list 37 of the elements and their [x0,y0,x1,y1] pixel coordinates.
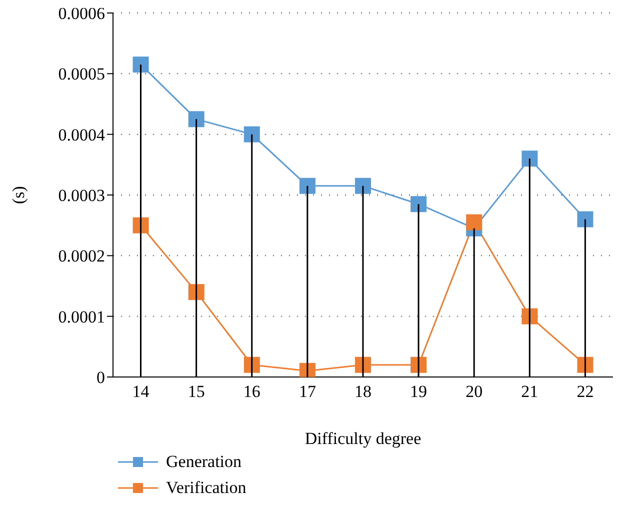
point [188,111,204,128]
x-tick-label: 14 [132,382,150,402]
y-tick-label: 0 [96,368,105,388]
y-tick-label: 0.0001 [58,307,105,326]
point [577,211,594,228]
point [299,362,316,377]
x-tick-label: 16 [243,382,260,402]
x-axis-title: Difficulty degree [304,429,422,448]
y-tick-label: 0.0003 [58,186,105,206]
point [355,356,371,373]
point [466,214,482,230]
point [410,356,427,373]
point [132,56,149,73]
point [522,308,538,324]
y-tick-label: 0.0005 [58,64,105,84]
point [577,356,594,373]
y-axis-title: (s) [9,186,28,204]
point [188,284,204,300]
y-tick-label: 0.0006 [58,4,105,24]
point [244,126,260,142]
x-tick-label: 17 [298,382,316,402]
point [299,178,316,194]
x-tick-label: 21 [521,382,538,402]
x-tick-label: 19 [410,382,428,402]
x-tick-label: 22 [576,382,594,402]
x-tick-label: 18 [354,382,372,402]
legend-label: Verification [166,478,246,498]
x-tick-label: 15 [188,382,205,402]
point [132,217,149,234]
point [410,196,427,212]
point [522,150,538,167]
y-tick-label: 0.0004 [58,125,106,144]
legend-label: Generation [166,452,242,472]
point [244,356,260,373]
point [355,178,371,194]
y-tick-label: 0.0002 [58,246,105,266]
x-tick-label: 20 [466,382,483,402]
